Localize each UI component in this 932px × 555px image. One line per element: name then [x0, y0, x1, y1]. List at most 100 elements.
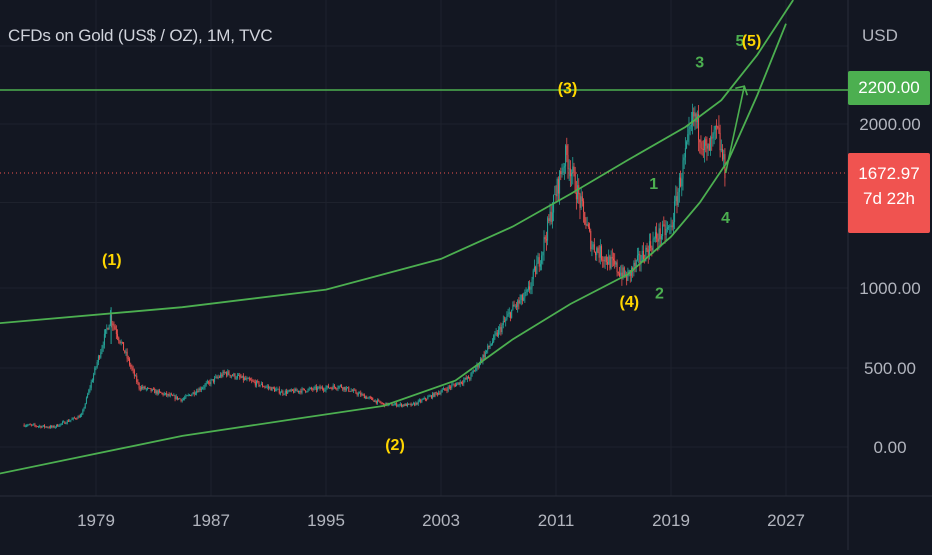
candle-body — [650, 241, 652, 248]
candle-body — [167, 394, 169, 396]
candle-body — [300, 390, 302, 393]
candle-body — [35, 425, 37, 427]
candle-body — [543, 237, 545, 252]
candle-body — [672, 222, 674, 228]
candle-body — [184, 397, 186, 399]
candle-body — [131, 366, 133, 369]
candle-body — [132, 368, 134, 371]
candle-body — [604, 256, 606, 262]
candle-body — [502, 321, 504, 325]
candle-body — [90, 382, 92, 388]
candle-body — [538, 257, 540, 267]
candle-body — [136, 375, 138, 382]
candle-body — [109, 315, 111, 325]
candle-body — [615, 262, 617, 265]
candle-body — [487, 345, 489, 351]
candle-body — [535, 266, 537, 275]
projection-arrow-head — [735, 85, 749, 96]
candle-body — [117, 333, 119, 338]
candle-body — [112, 323, 114, 326]
candle-body — [54, 426, 56, 428]
candle-body — [598, 252, 600, 258]
candle-body — [399, 403, 401, 405]
candle-body — [477, 364, 479, 367]
candle-body — [432, 393, 434, 398]
candle-body — [46, 426, 48, 428]
candle-body — [674, 201, 676, 223]
candle-body — [400, 403, 402, 407]
candle-body — [471, 371, 473, 374]
candle-body — [294, 388, 296, 393]
candle-body — [373, 400, 375, 402]
candle-body — [671, 225, 673, 228]
candle-body — [217, 377, 219, 378]
candle-body — [256, 381, 258, 386]
candle-body — [114, 326, 116, 330]
candle-body — [293, 390, 295, 393]
candle-body — [439, 392, 441, 394]
candle-body — [115, 329, 117, 334]
candle-body — [214, 377, 216, 382]
candle-body — [574, 171, 576, 193]
candle-body — [441, 389, 443, 392]
currency-label: USD — [862, 26, 898, 45]
y-tick-label: 500.00 — [864, 359, 916, 378]
candle-body — [87, 394, 89, 398]
candle-body — [366, 396, 368, 399]
candle-body — [636, 255, 638, 261]
candle-body — [409, 403, 411, 405]
candle-body — [626, 274, 628, 281]
candle-body — [469, 378, 471, 380]
candle-body — [199, 388, 201, 390]
candle-body — [145, 388, 147, 390]
candle-body — [172, 394, 174, 396]
candle-body — [107, 328, 109, 330]
candle-body — [269, 387, 271, 389]
candle-body — [103, 333, 105, 346]
candle-body — [314, 386, 316, 388]
candle-body — [381, 403, 383, 405]
candle-body — [495, 332, 497, 335]
candle-body — [695, 113, 697, 123]
candle-body — [652, 239, 654, 251]
candle-body — [307, 389, 309, 392]
candle-body — [60, 423, 62, 425]
candle-body — [246, 378, 248, 380]
candle-body — [435, 392, 437, 394]
candle-body — [343, 386, 345, 390]
candle-body — [601, 246, 603, 260]
candle-body — [676, 196, 678, 206]
candle-body — [30, 424, 32, 426]
candle-body — [490, 344, 492, 346]
candle-body — [603, 260, 605, 262]
candle-body — [488, 345, 490, 348]
wave-label: 4 — [721, 210, 730, 227]
candle-body — [609, 256, 611, 269]
candle-body — [70, 419, 72, 421]
candle-body — [426, 399, 428, 401]
candle-body — [639, 253, 641, 263]
candle-body — [587, 224, 589, 228]
candle-body — [493, 335, 495, 342]
candle-body — [421, 399, 423, 402]
candle-body — [149, 388, 151, 389]
candle-body — [58, 426, 60, 427]
candle-body — [392, 405, 394, 407]
candle-body — [687, 134, 689, 142]
candle-body — [486, 350, 488, 353]
candle-body — [192, 392, 194, 395]
candle-body — [557, 178, 559, 194]
candle-body — [456, 383, 458, 387]
candle-body — [220, 374, 222, 378]
candle-body — [26, 425, 28, 427]
candle-body — [332, 385, 334, 390]
candle-body — [566, 145, 568, 155]
candle-body — [551, 212, 553, 222]
candle-body — [666, 227, 668, 230]
x-tick-label: 1987 — [192, 511, 230, 530]
candle-body — [675, 196, 677, 202]
candle-body — [690, 124, 692, 127]
candle-body — [81, 414, 83, 416]
